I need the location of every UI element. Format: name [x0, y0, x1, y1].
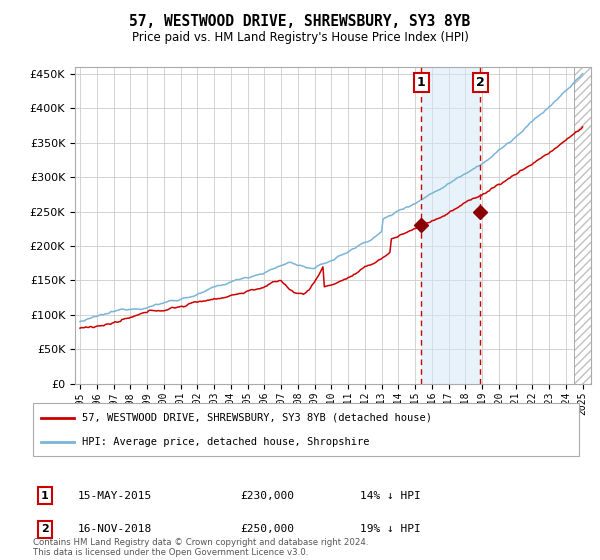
Text: £230,000: £230,000 [240, 491, 294, 501]
Text: 57, WESTWOOD DRIVE, SHREWSBURY, SY3 8YB (detached house): 57, WESTWOOD DRIVE, SHREWSBURY, SY3 8YB … [82, 413, 432, 423]
Text: 19% ↓ HPI: 19% ↓ HPI [360, 524, 421, 534]
Text: Price paid vs. HM Land Registry's House Price Index (HPI): Price paid vs. HM Land Registry's House … [131, 31, 469, 44]
Text: Contains HM Land Registry data © Crown copyright and database right 2024.
This d: Contains HM Land Registry data © Crown c… [33, 538, 368, 557]
Text: 1: 1 [41, 491, 49, 501]
Bar [421, 67, 480, 384]
Text: HPI: Average price, detached house, Shropshire: HPI: Average price, detached house, Shro… [82, 437, 370, 447]
Text: £250,000: £250,000 [240, 524, 294, 534]
Text: 14% ↓ HPI: 14% ↓ HPI [360, 491, 421, 501]
Text: 1: 1 [417, 76, 425, 89]
Text: 2: 2 [476, 76, 484, 89]
Text: 57, WESTWOOD DRIVE, SHREWSBURY, SY3 8YB: 57, WESTWOOD DRIVE, SHREWSBURY, SY3 8YB [130, 14, 470, 29]
Text: 16-NOV-2018: 16-NOV-2018 [78, 524, 152, 534]
Text: 2: 2 [41, 524, 49, 534]
Text: 15-MAY-2015: 15-MAY-2015 [78, 491, 152, 501]
